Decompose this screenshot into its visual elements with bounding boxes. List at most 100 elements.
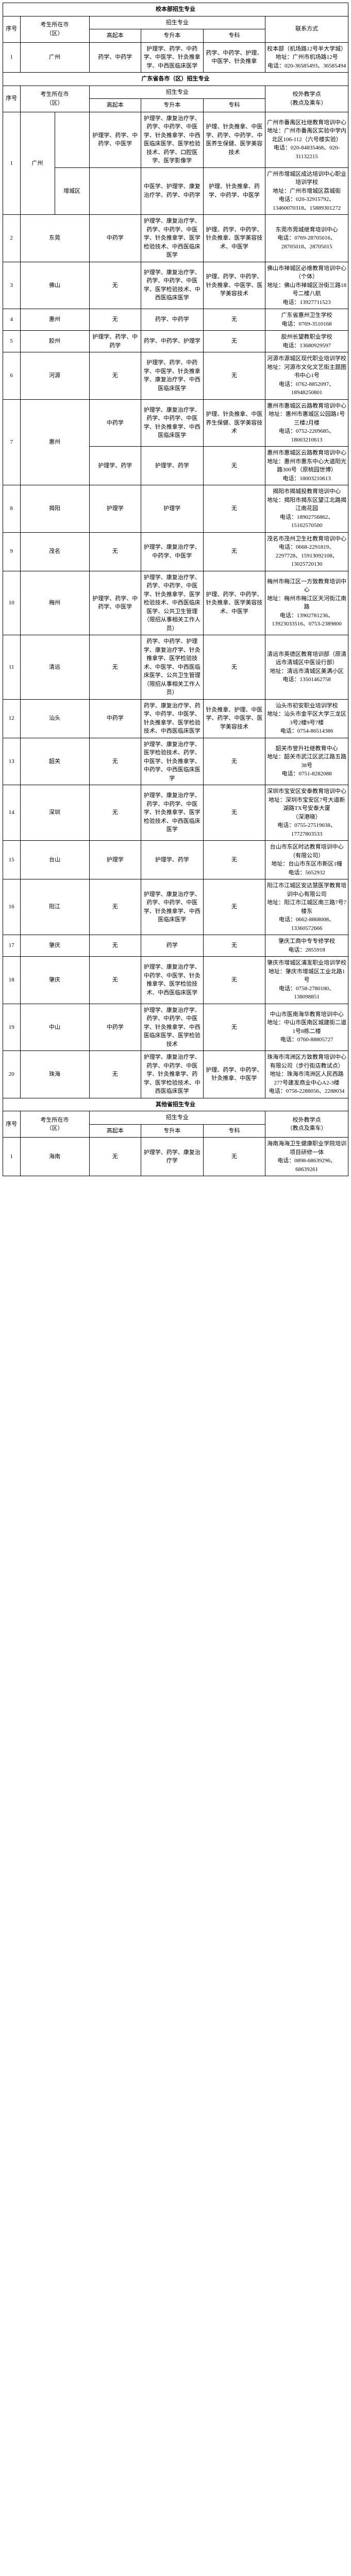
city: 韶关 [20, 738, 89, 785]
section3-title: 其他省招生专业 [3, 1098, 348, 1111]
seq: 17 [3, 935, 21, 957]
gao: 护理学、药学、中药学、中医学 [89, 571, 141, 635]
gao: 无 [89, 635, 141, 700]
gao: 中药学 [89, 1004, 141, 1051]
enrollment-table: 校本部招生专业序号考生所在市（区）招生专业联系方式高起本专升本专科1广州药学、中… [3, 3, 348, 1176]
sub: 增城区 [55, 167, 89, 215]
zhuanke: 无 [203, 309, 265, 331]
contact: 河源市源城区现代职业培训学校地址：河源市文化文艺街主题图书中心1号电话：0762… [265, 352, 348, 400]
hdr-zhuanke: 专科 [203, 29, 265, 43]
zhuanke: 护理、药学、中药学、针灸推拿、医学美容技术、中医学 [203, 215, 265, 262]
hdr-seq: 序号 [3, 16, 21, 42]
contact: 阳江市江城区安达慧医学教育培训中心有限公司地址：阳江市江城区南三路7号7楼东电话… [265, 879, 348, 935]
gao: 无 [89, 738, 141, 785]
gao: 中药学 [89, 699, 141, 738]
zhuanke: 护理、药学、中药学、针灸推拿、中医学、医学美容技术 [203, 262, 265, 309]
contact: 肇庆工商中专专修学校电话：2855918 [265, 935, 348, 957]
city: 中山 [20, 1004, 89, 1051]
zhuanke: 无 [203, 879, 265, 935]
seq: 14 [3, 785, 21, 841]
contact: 肇庆市增城区浦发职业培训学校地址：肇庆市增城区工业北路1号电话：0758-278… [265, 957, 348, 1004]
contact: 韶关市誉升社继教育中心地址：韶关市武江区武江路五路38号电话：0751-8282… [265, 738, 348, 785]
hdr-seq: 序号 [3, 86, 21, 112]
zhuanben: 护理学、康复治疗学、药学、中药学、中医学、针灸推拿学、医学检验技术、中西医临床医… [141, 215, 204, 262]
gao: 无 [89, 785, 141, 841]
zhuanke: 药学、中药学、护理、中医学、针灸推拿 [203, 42, 265, 73]
zhuanke: 无 [203, 352, 265, 400]
city: 东莞 [20, 215, 89, 262]
hdr-city: 考生所在市（区） [20, 1111, 89, 1138]
seq: 8 [3, 485, 21, 533]
zhuanke: 无 [203, 447, 265, 485]
zhuanben: 护理学、康复治疗学、药学、中药学、中医学、针灸推拿学、中西医临床医学、医学检验技… [141, 1004, 204, 1051]
hdr-zhuanben: 专升本 [141, 99, 204, 112]
hdr-city: 考生所在市（区） [20, 16, 89, 42]
city: 惠州 [20, 399, 89, 485]
hdr-gao: 高起本 [89, 1124, 141, 1138]
hdr-contact: 校外教学点（教点及乘车） [265, 86, 348, 112]
gao: 护理学 [89, 485, 141, 533]
seq: 11 [3, 635, 21, 700]
zhuanben: 护理学、康复治疗学、中药学、中医学 [141, 532, 204, 571]
zhuanben: 护理学、药学、康复治疗学 [141, 1138, 204, 1176]
contact: 广州市番禺区社继教育培训中心地址：广州市番禺区实验中学内北区106-112（六号… [265, 112, 348, 167]
city: 河源 [20, 352, 89, 400]
contact: 惠州市惠城区云路教育培训中心地址：惠州市惠东中心大道阳光路300号（原桃园世博）… [265, 447, 348, 485]
zhuanke: 护理、针灸推拿、中医学、药学、中药学、中医养生保健、医学美容技术 [203, 112, 265, 167]
zhuanke: 无 [203, 785, 265, 841]
city: 胶州 [20, 331, 89, 352]
gao: 护理学、药学 [89, 447, 141, 485]
zhuanke: 无 [203, 738, 265, 785]
seq: 10 [3, 571, 21, 635]
zhuanke: 无 [203, 635, 265, 700]
seq: 4 [3, 309, 21, 331]
contact: 茂名市茂州卫生社教育培训中心电话：0668-2291819、2297728、15… [265, 532, 348, 571]
city: 肇庆 [20, 935, 89, 957]
seq: 12 [3, 699, 21, 738]
contact: 佛山市禅城区必维教育培训中心（个体）地址：佛山市禅城区汾街三路18号二楼八航电话… [265, 262, 348, 309]
hdr-major: 招生专业 [89, 16, 265, 29]
city: 佛山 [20, 262, 89, 309]
zhuanben: 护理学、康复治疗学、中药学、中医学、针灸推拿学、医学检验技术、中西医临床医学 [141, 957, 204, 1004]
zhuanben: 药学 [141, 935, 204, 957]
contact: 台山市东区时达教育培训中心（有限公司）地址：台山市东区市新区1幢电话：56529… [265, 841, 348, 879]
gao [89, 167, 141, 215]
seq: 1 [3, 112, 21, 215]
zhuanben: 护理学、康复治疗学、药学、中药学、中医学、针灸推拿学、中西医临床医学 [141, 879, 204, 935]
zhuanben: 药学、中药学、护理学 [141, 331, 204, 352]
seq: 2 [3, 215, 21, 262]
zhuanben: 护理学、康复治疗学、药学、中药学、中医学、医学检验技术、中西医临床医学 [141, 262, 204, 309]
hdr-gao: 高起本 [89, 99, 141, 112]
seq: 13 [3, 738, 21, 785]
seq: 1 [3, 1138, 21, 1176]
contact: 胶州长望教职业学校电话：13680929597 [265, 331, 348, 352]
city: 茂名 [20, 532, 89, 571]
zhuanke: 无 [203, 935, 265, 957]
contact: 广州市增城区成达培训中心职业培训学校地址：广州市增城区荔城街电话：020-329… [265, 167, 348, 215]
zhuanben: 护理学、药学、中药学、中医学、针灸推拿学、康复治疗学、中西医临床医学 [141, 352, 204, 400]
contact: 广东省惠州卫生学校电话：0769-3510168 [265, 309, 348, 331]
city: 广州 [20, 42, 89, 73]
gao: 中药学 [89, 215, 141, 262]
zhuanke: 无 [203, 1138, 265, 1176]
contact: 珠海市湾洲区方致教育培训中心有限公司（步行街店教试点）地址：珠海市湾洲区人民西路… [265, 1051, 348, 1098]
gao: 无 [89, 309, 141, 331]
gao: 无 [89, 957, 141, 1004]
zhuanke: 无 [203, 957, 265, 1004]
zhuanben: 药学、中药学、护理学、康复治疗学、针灸推拿学、医学检验技术、中医学、中西医临床医… [141, 635, 204, 700]
seq: 1 [3, 42, 21, 73]
zhuanben: 护理学、康复治疗学、医学检验技术、药学、中医学、针灸推拿学、中药学、中西医临床医… [141, 738, 204, 785]
zhuanke: 护理、药学、中药学、针灸推拿、医学美容技术、中医学 [203, 571, 265, 635]
city: 梅州 [20, 571, 89, 635]
zhuanben: 护理学、康复治疗学、药学、中药学、中医学、针灸推拿学、中西医临床医学 [141, 399, 204, 447]
seq: 7 [3, 399, 21, 485]
contact: 惠州市惠城区云路教育培训中心地址：惠州市惠城区公园路1号三楼2月楼电话：0752… [265, 399, 348, 447]
hdr-zhuanben: 专升本 [141, 1124, 204, 1138]
city: 深圳 [20, 785, 89, 841]
city: 珠海 [20, 1051, 89, 1098]
city: 清远 [20, 635, 89, 700]
contact: 汕头市初安职业培训学校地址：汕头市金平区大学三龙区3号2楼9号7楼电话：0754… [265, 699, 348, 738]
zhuanke: 无 [203, 1004, 265, 1051]
hdr-contact: 联系方式 [265, 16, 348, 42]
contact: 深圳市宝安区安泰教育培训中心地址：深圳市宝安区7号大道新湖路TX号安泰大厦（深港… [265, 785, 348, 841]
